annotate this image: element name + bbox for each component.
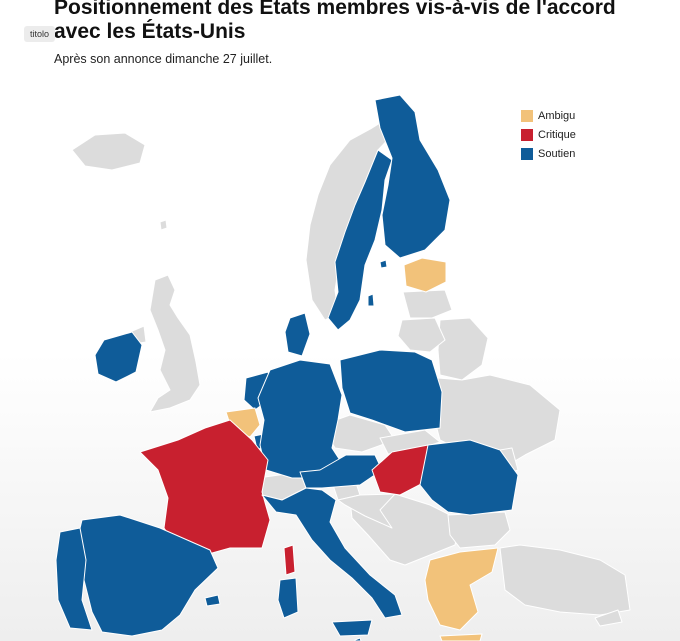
country-sardinia[interactable] <box>277 577 299 619</box>
legend-swatch-ambigu <box>521 109 533 122</box>
country-sicily[interactable] <box>331 619 373 637</box>
country-balearics[interactable] <box>204 594 221 607</box>
country-lithuania[interactable] <box>397 317 446 353</box>
legend-swatch-critique <box>521 128 533 141</box>
legend-item-ambigu: Ambigu <box>521 106 576 125</box>
legend-item-soutien: Soutien <box>521 144 576 163</box>
country-greece[interactable] <box>424 547 499 631</box>
country-bulgaria[interactable] <box>447 511 511 549</box>
country-spain[interactable] <box>75 514 219 637</box>
country-sweden[interactable] <box>327 149 393 331</box>
country-poland[interactable] <box>339 349 443 433</box>
country-germany[interactable] <box>257 359 346 479</box>
country-denmark[interactable] <box>284 312 311 357</box>
country-ireland[interactable] <box>94 331 143 383</box>
country-cyprus[interactable] <box>594 609 623 627</box>
legend-label-ambigu: Ambigu <box>538 109 576 122</box>
map-subtitle: Après son annonce dimanche 27 juillet. <box>54 52 273 66</box>
country-latvia[interactable] <box>402 289 453 319</box>
country-croatia[interactable] <box>337 493 396 529</box>
country-finland[interactable] <box>374 94 451 259</box>
country-belarus[interactable] <box>437 317 489 381</box>
country-faroe[interactable] <box>159 219 168 231</box>
map-title: Positionnement des États membres vis-à-v… <box>54 0 616 43</box>
titolo-tag[interactable]: titolo <box>24 26 56 42</box>
legend-swatch-soutien <box>521 147 533 160</box>
country-gotland[interactable] <box>367 293 375 307</box>
country-portugal[interactable] <box>55 527 93 631</box>
legend: Ambigu Critique Soutien <box>521 106 576 163</box>
country-aland[interactable] <box>379 259 388 269</box>
country-iceland[interactable] <box>71 132 146 171</box>
country-crete[interactable] <box>439 633 483 641</box>
country-estonia[interactable] <box>403 257 447 293</box>
country-italy[interactable] <box>261 487 403 619</box>
legend-item-critique: Critique <box>521 125 576 144</box>
legend-label-critique: Critique <box>538 128 576 141</box>
country-great-britain[interactable] <box>149 274 201 413</box>
country-romania[interactable] <box>419 439 519 516</box>
country-corsica[interactable] <box>283 544 296 576</box>
country-france[interactable] <box>139 419 271 556</box>
legend-label-soutien: Soutien <box>538 147 576 160</box>
country-turkey[interactable] <box>499 544 631 616</box>
